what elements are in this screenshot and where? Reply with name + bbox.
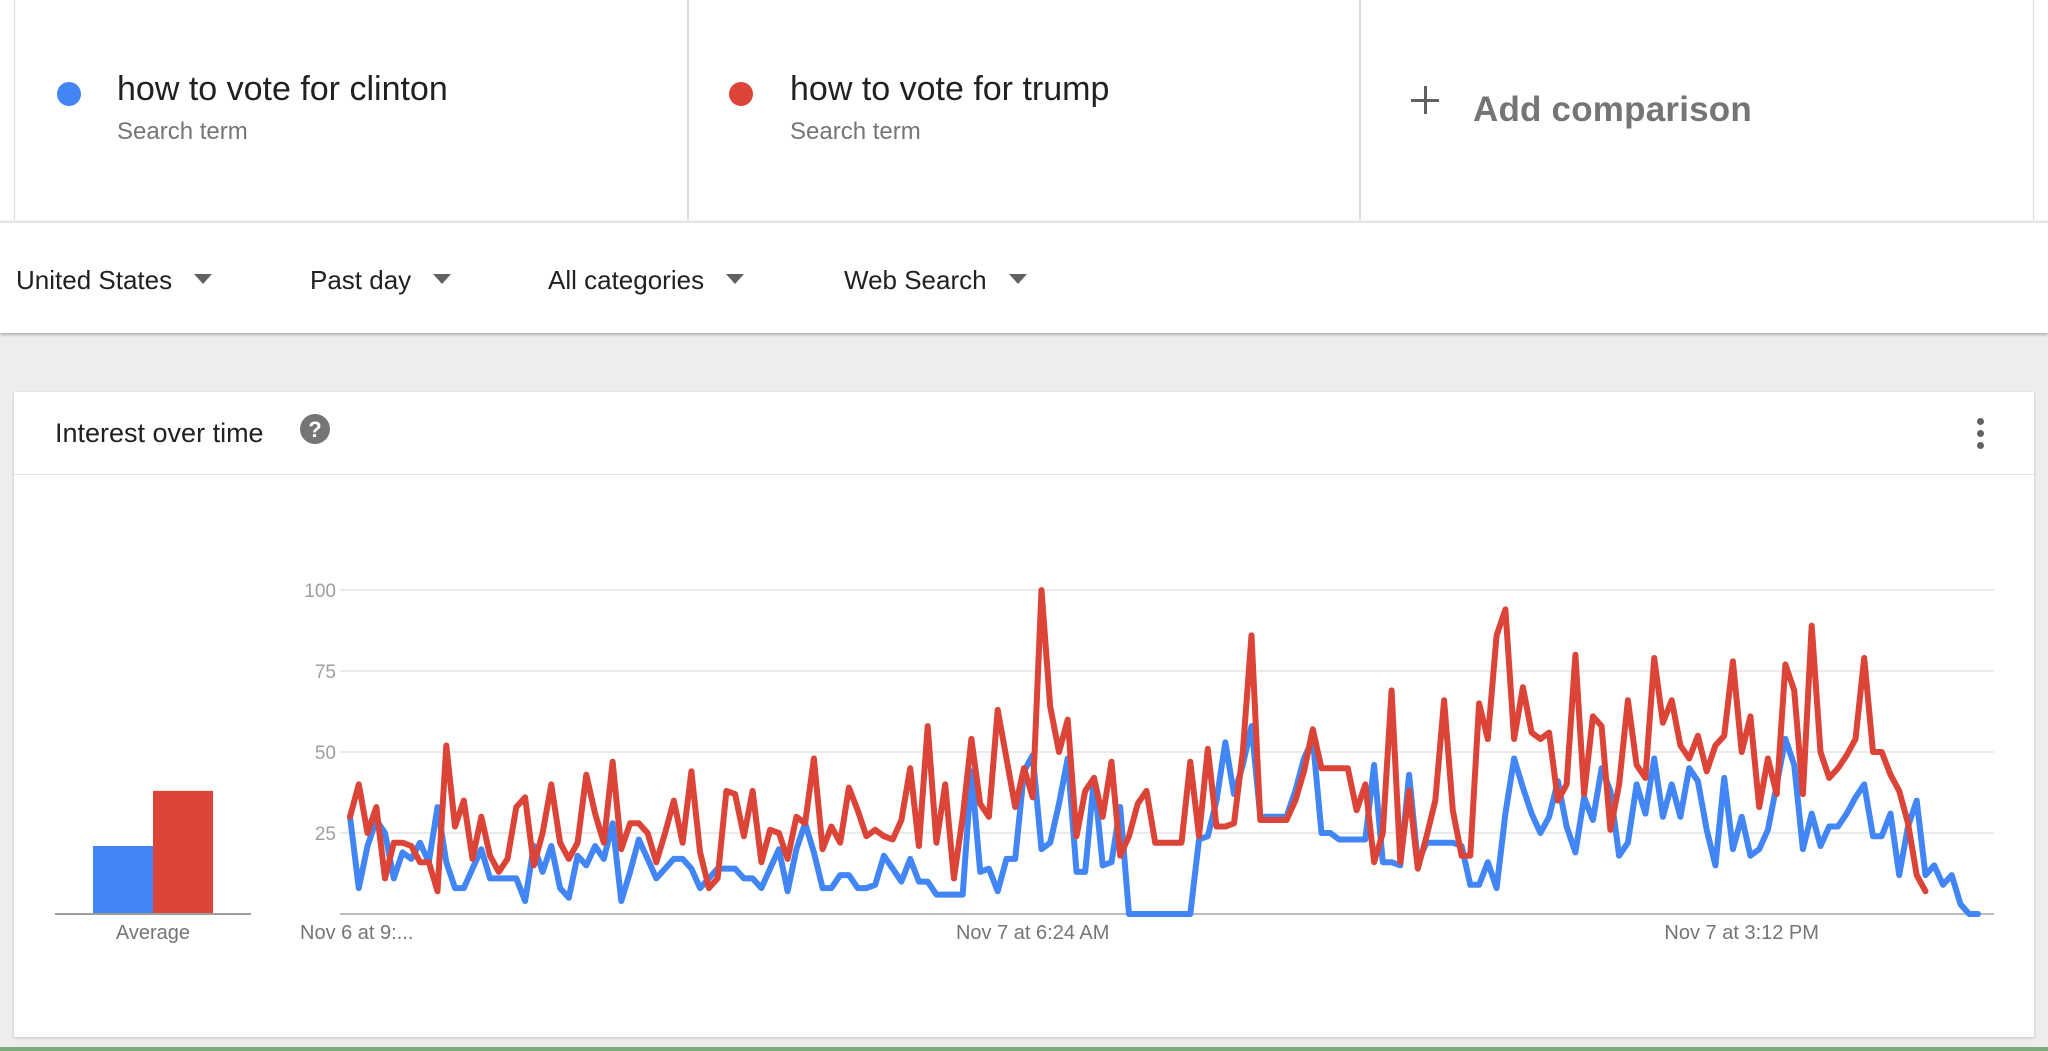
plus-icon [1411,86,1439,114]
x-tick-label: Nov 7 at 3:12 PM [1664,922,1819,944]
term-name[interactable]: how to vote for clinton [117,70,448,108]
property-dropdown[interactable]: Web Search [844,265,1027,296]
series-line-clinton [347,723,1981,917]
add-comparison-label: Add comparison [1473,90,1752,129]
period-value: Past day [310,265,412,295]
interest-chart: 25 50 75 100 Nov 6 at 9:... Nov 7 at 6:24 AM N… [55,581,1994,944]
y-tick-label: 100 [304,581,336,602]
more-vert-icon[interactable] [1974,418,1986,450]
y-tick-label: 25 [315,824,336,845]
caret-down-icon [726,273,745,284]
average-label: Average [116,922,190,944]
category-dropdown[interactable]: All categories [548,265,745,296]
help-icon[interactable]: ? [300,414,330,444]
add-comparison-button[interactable]: Add comparison [1360,0,2034,220]
region-dropdown[interactable]: United States [16,265,213,296]
term-card-clinton[interactable]: how to vote for clinton Search term [14,0,688,220]
card-title: Interest over time [55,418,264,448]
term-name[interactable]: how to vote for trump [790,70,1110,108]
compare-bar: how to vote for clinton Search term how … [0,0,2048,220]
bottom-edge [0,1047,2048,1051]
term-card-trump[interactable]: how to vote for trump Search term [688,0,1360,220]
interest-over-time-card: Interest over time ? 25 50 75 100 Nov 6 at 9… [14,392,2034,1037]
caret-down-icon [1008,273,1027,284]
y-tick-label: 75 [315,662,336,683]
category-value: All categories [548,265,705,295]
average-bar-trump [153,790,213,914]
period-dropdown[interactable]: Past day [310,265,452,296]
caret-down-icon [433,273,452,284]
caret-down-icon [194,273,213,284]
card-header: Interest over time ? [14,392,2034,475]
filter-bar: United States Past day All categories We… [0,222,2048,333]
average-bar-clinton [93,845,153,914]
series-line-trump [347,587,1929,895]
term-color-dot [57,82,81,106]
property-value: Web Search [844,265,987,295]
y-tick-label: 50 [315,743,336,764]
term-type: Search term [790,118,921,145]
term-type: Search term [117,118,248,145]
region-value: United States [16,265,173,295]
x-tick-label: Nov 6 at 9:... [300,922,413,944]
x-tick-label: Nov 7 at 6:24 AM [956,922,1109,944]
term-color-dot [729,82,753,106]
